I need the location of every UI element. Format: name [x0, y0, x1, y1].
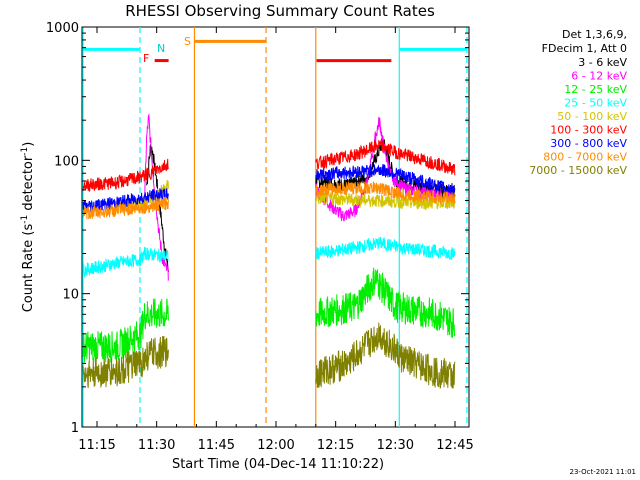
series-6-segment-2: [315, 163, 456, 197]
x-tick-label-6: 12:45: [436, 438, 473, 453]
x-tick-label-0: 11:15: [78, 438, 115, 453]
annotation-s: S: [184, 35, 191, 48]
x-tick-label-2: 11:45: [198, 438, 235, 453]
x-tick-label-5: 12:30: [377, 438, 414, 453]
flag-annotations: F N S: [143, 35, 191, 65]
legend-entry-3: 25 - 50 keV: [564, 97, 627, 110]
series-8-segment-1: [82, 335, 169, 388]
chart-title: RHESSI Observing Summary Count Rates: [125, 2, 435, 20]
y-tick-label-3: 1000: [46, 21, 79, 36]
y-tick-label-0: 1: [71, 421, 79, 436]
series-2-segment-2: [315, 267, 456, 338]
series-1-segment-1: [144, 113, 169, 282]
legend: Det 1,3,6,9, FDecim 1, Att 0 3 - 6 keV6 …: [529, 28, 627, 177]
series-8-segment-2: [315, 322, 456, 390]
legend-entry-0: 3 - 6 keV: [578, 56, 627, 69]
series-2-segment-1: [82, 298, 169, 363]
axis-ticks: 11:15 11:30 11:45 12:00 12:15 12:30 12:45 1 10 10…: [46, 21, 474, 453]
series-3-segment-1: [82, 246, 169, 279]
footer-date: 23-Oct-2021 11:01: [570, 468, 636, 476]
y-axis-label-main: Count Rate (s: [21, 224, 36, 313]
series-7-segment-1: [82, 196, 169, 220]
series-4-segment-2: [315, 191, 456, 211]
y-axis-label-sup1: -1: [20, 215, 30, 224]
series-6: [82, 163, 456, 213]
x-axis-label: Start Time (04-Dec-14 11:10:22): [172, 457, 384, 472]
series-5-segment-1: [82, 158, 169, 193]
x-tick-label-4: 12:15: [317, 438, 354, 453]
y-tick-label-1: 10: [62, 288, 79, 303]
y-axis-label: Count Rate (s-1 detector-1): [20, 142, 36, 313]
series-8: [82, 322, 456, 390]
series-lines: [82, 113, 456, 390]
legend-entry-5: 100 - 300 keV: [550, 124, 627, 137]
y-axis-label-mid: detector: [21, 155, 36, 215]
series-3-segment-2: [315, 236, 456, 261]
legend-entry-8: 7000 - 15000 keV: [529, 164, 627, 177]
x-tick-label-1: 11:30: [138, 438, 175, 453]
legend-entry-6: 300 - 800 keV: [550, 137, 627, 150]
legend-header-line1: Det 1,3,6,9,: [562, 28, 627, 41]
y-axis-label-end: ): [21, 142, 36, 147]
legend-entry-2: 12 - 25 keV: [564, 83, 627, 96]
legend-entry-4: 50 - 100 keV: [557, 110, 627, 123]
annotation-n: N: [157, 42, 165, 55]
legend-entry-7: 800 - 7000 keV: [543, 151, 627, 164]
series-6-segment-1: [82, 187, 169, 213]
y-axis-label-sup2: -1: [20, 147, 30, 156]
series-2: [82, 267, 456, 363]
y-tick-label-2: 100: [54, 154, 79, 169]
series-3: [82, 236, 456, 279]
series-7-segment-2: [315, 181, 456, 205]
x-tick-label-3: 12:00: [257, 438, 294, 453]
flag-bars: [83, 39, 467, 63]
series-7: [82, 181, 456, 220]
annotation-f: F: [143, 52, 149, 65]
series-5-segment-2: [315, 139, 456, 176]
legend-entry-1: 6 - 12 keV: [571, 70, 627, 83]
series-5: [82, 139, 456, 193]
legend-header-line2: FDecim 1, Att 0: [542, 42, 627, 55]
